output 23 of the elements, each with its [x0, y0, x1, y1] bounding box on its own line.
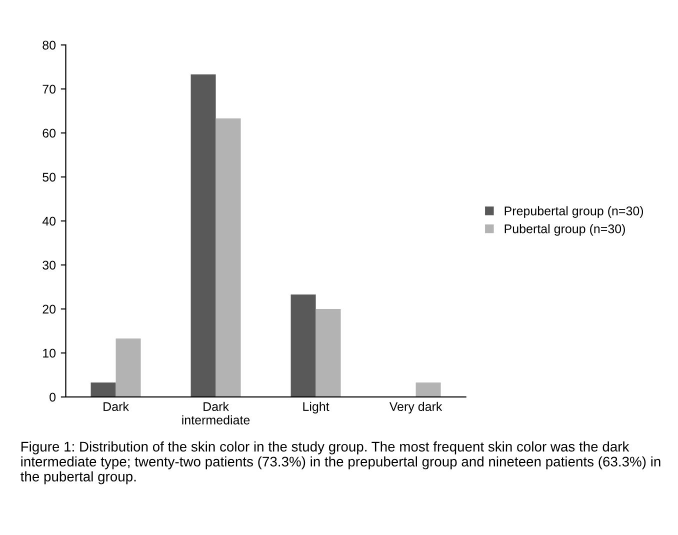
- y-tick-label: 0: [50, 392, 56, 402]
- y-tick-label: 40: [42, 216, 56, 226]
- y-tick-label: 10: [43, 348, 56, 358]
- y-tick-label: 70: [42, 84, 56, 94]
- bar: [416, 382, 441, 397]
- bar: [316, 308, 341, 397]
- y-tick-label: 30: [42, 260, 56, 270]
- bar: [190, 74, 216, 397]
- bar: [290, 294, 316, 397]
- x-tick-label: Light: [303, 402, 330, 414]
- x-tick-label: Very dark: [389, 402, 442, 414]
- y-tick-label: 80: [42, 40, 56, 50]
- y-tick-label: 50: [42, 172, 56, 182]
- x-tick-label: Dark: [104, 402, 129, 412]
- y-tick-label: 60: [42, 128, 56, 138]
- bar: [90, 382, 116, 397]
- x-tick-label: Dark intermediate: [182, 402, 250, 424]
- bar: [116, 338, 141, 397]
- caption: Figure 1: Distribution of the skin color in the study group. The most frequent skin color was the dark intermediate type; twenty-two patients (73.3%) in the prepubertal group and nineteen patients (63.3%) in the pubertal group.: [20, 441, 660, 484]
- legend-label: Pubertal group (n=30): [504, 224, 625, 236]
- legend-label: Prepubertal group (n=30): [504, 206, 644, 218]
- bar: [216, 118, 241, 397]
- y-tick-label: 20: [42, 304, 56, 314]
